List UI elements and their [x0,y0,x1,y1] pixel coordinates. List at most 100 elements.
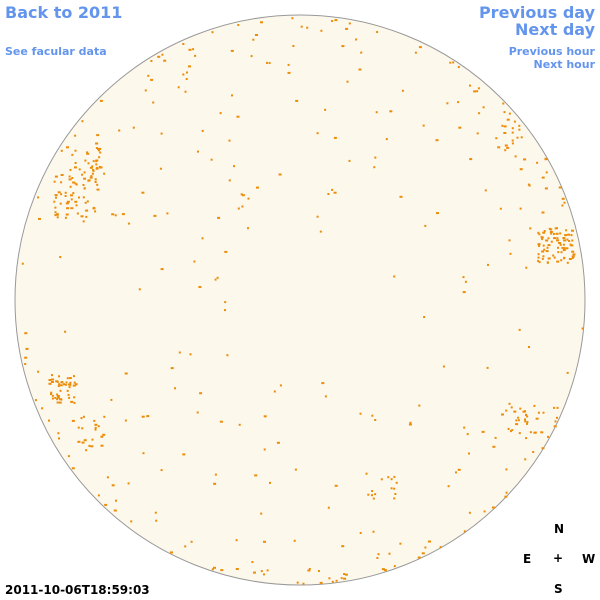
facula [68,386,71,389]
facula [127,482,130,485]
facula [371,490,374,492]
facula [90,175,93,178]
facula [65,381,68,384]
facula [387,476,390,479]
facula [542,255,545,258]
facula [83,439,87,442]
facula [390,478,393,481]
facula [565,247,569,250]
facula [99,151,102,154]
facula [571,229,574,232]
facula [198,286,202,288]
facula [80,417,83,420]
facula [540,236,543,239]
facula [511,429,514,432]
facula [293,539,296,542]
facula [581,327,584,330]
facula [529,227,532,230]
facula [476,90,479,93]
facular-link[interactable]: See facular data [5,45,107,58]
facula [494,436,497,439]
facula [545,171,548,174]
facula [54,396,57,399]
facula [324,108,327,111]
back-link[interactable]: Back to 2011 [5,3,123,22]
facula [84,159,87,162]
facula [457,468,461,471]
facula [91,165,94,168]
next-hour-link[interactable]: Next hour [533,58,596,71]
facula [144,89,147,92]
facula [319,230,322,233]
facula [91,438,94,441]
facula [508,239,511,242]
facula [170,551,173,554]
facula [73,396,76,399]
facula [59,256,62,258]
facula [556,406,559,409]
facula [553,256,556,259]
facula [393,475,396,478]
facula [51,394,54,397]
facula [71,177,74,179]
facula [525,437,528,440]
facula [73,401,76,404]
facula [553,425,557,428]
facula [511,131,514,134]
facula [87,162,90,165]
facula [308,568,311,570]
facula [48,382,52,385]
facula [89,166,93,169]
solar-disk [14,14,586,586]
facula [495,137,498,140]
facula [554,420,557,423]
facula [320,29,323,32]
facula [235,539,238,542]
facula [507,427,510,430]
facula [545,239,549,242]
facula [562,249,566,251]
facula [82,196,85,199]
facula [559,243,562,246]
facula [327,506,330,509]
facula [340,577,343,580]
facula [549,231,553,233]
facula [115,499,117,502]
facula [560,259,563,262]
facula [570,244,574,247]
facula [533,404,536,407]
facula [546,261,549,264]
facula [556,237,559,240]
facula [24,356,28,359]
facula [462,291,466,294]
previous-hour-link[interactable]: Previous hour [508,45,595,58]
facula [513,120,516,123]
facula [374,156,377,159]
facula [516,136,519,139]
facula [68,175,71,178]
facula [462,276,465,279]
facula [557,246,559,249]
facula [59,202,62,205]
facula [421,552,425,555]
facula [75,204,78,207]
previous-day-link[interactable]: Previous day [478,3,595,22]
facula [468,452,470,455]
facula [568,258,572,260]
facula [514,155,517,158]
facula [56,216,59,219]
facula [497,146,501,149]
facula [58,383,61,386]
facula [237,24,240,26]
facula [509,430,512,433]
facula [124,419,127,422]
facula [365,472,368,475]
facula [562,243,565,246]
facula [359,532,362,534]
facula [98,156,101,159]
next-day-link[interactable]: Next day [515,20,595,39]
facula [376,557,379,559]
facula [94,423,98,426]
facula [550,240,553,243]
facula [64,195,67,197]
